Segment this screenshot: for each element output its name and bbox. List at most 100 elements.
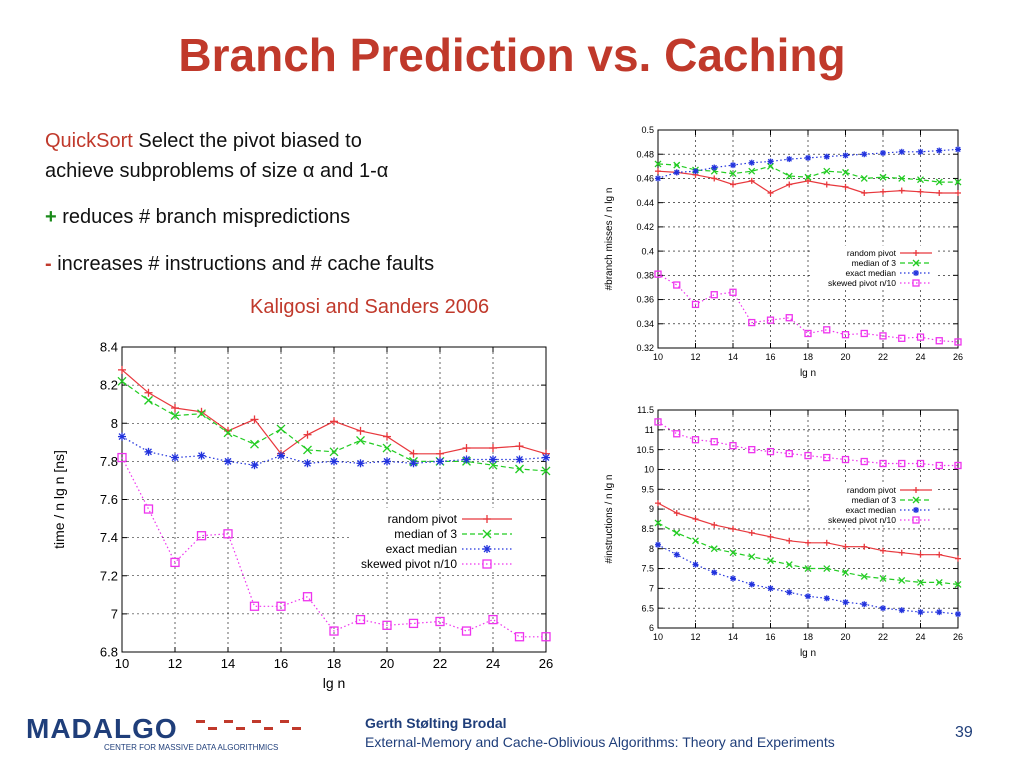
data-point <box>879 173 887 181</box>
data-point <box>673 529 681 537</box>
footer-author: Gerth Stølting Brodal <box>365 715 507 731</box>
y-tick-label: 10 <box>644 465 654 475</box>
data-point <box>144 395 153 405</box>
data-point <box>276 601 286 611</box>
data-point <box>710 438 718 446</box>
madalgo-logo: MADALGO CENTER FOR MASSIVE DATA ALGORITH… <box>26 712 306 757</box>
data-point <box>898 174 906 182</box>
x-tick-label: 24 <box>915 352 925 362</box>
plus-text: reduces # branch mispredictions <box>56 206 351 228</box>
x-tick-label: 10 <box>653 632 663 642</box>
data-point <box>898 576 906 584</box>
data-point <box>117 376 127 386</box>
data-point <box>170 557 180 568</box>
data-point <box>842 543 849 550</box>
data-point <box>823 565 831 573</box>
legend-label: exact median <box>845 505 896 515</box>
data-point <box>409 459 418 468</box>
data-point <box>954 580 962 588</box>
x-tick-label: 22 <box>878 352 888 362</box>
data-point <box>767 158 774 165</box>
data-point <box>302 592 313 602</box>
data-point <box>936 147 943 154</box>
data-point <box>842 152 849 159</box>
data-point <box>118 365 126 374</box>
data-point <box>861 151 868 158</box>
data-point <box>171 453 179 462</box>
data-point <box>541 466 551 476</box>
data-point <box>711 175 718 182</box>
x-tick-label: 22 <box>433 656 447 671</box>
data-point <box>954 178 962 186</box>
data-point <box>655 175 661 182</box>
data-point <box>515 442 524 451</box>
x-tick-label: 12 <box>690 352 700 362</box>
data-point <box>654 270 662 278</box>
legend-marker <box>912 279 920 287</box>
data-point <box>955 611 961 618</box>
data-point <box>515 464 524 474</box>
data-point <box>860 329 868 338</box>
data-point <box>730 525 736 532</box>
minus-text: increases # instructions and # cache fau… <box>51 253 435 275</box>
data-point <box>823 453 831 462</box>
y-tick-label: 6 <box>649 623 654 633</box>
data-point <box>823 153 830 160</box>
legend-marker <box>912 516 920 524</box>
y-tick-label: 8 <box>111 416 118 431</box>
data-point <box>692 537 699 545</box>
reference: Kaligosi and Sanders 2006 <box>250 296 490 318</box>
series-median-of-3 <box>654 160 962 186</box>
data-point <box>197 409 206 419</box>
data-point <box>842 599 849 606</box>
data-point <box>916 333 925 341</box>
data-point <box>804 329 812 338</box>
quicksort-label: QuickSort <box>45 130 133 152</box>
data-point <box>143 504 154 514</box>
y-tick-label: 0.38 <box>636 270 654 280</box>
data-point <box>330 417 338 426</box>
data-point <box>748 581 755 588</box>
data-point <box>955 146 961 153</box>
data-point <box>879 332 887 340</box>
legend-label: median of 3 <box>852 495 897 505</box>
x-tick-label: 12 <box>690 632 700 642</box>
x-tick-label: 10 <box>115 656 129 671</box>
data-point <box>729 170 737 178</box>
subproblem-text: achieve subproblems of size α and 1-α <box>45 160 389 182</box>
legend-label: median of 3 <box>394 527 457 541</box>
data-point <box>935 337 943 345</box>
data-point <box>710 545 718 553</box>
data-point <box>917 148 924 155</box>
data-point <box>767 557 774 565</box>
data-point <box>655 500 661 507</box>
y-tick-label: 6.5 <box>641 603 654 613</box>
data-point <box>766 447 775 456</box>
data-point <box>805 154 811 161</box>
data-point <box>880 150 886 157</box>
y-tick-label: 0.46 <box>636 174 654 184</box>
data-point <box>462 444 471 453</box>
data-point <box>673 551 680 558</box>
x-tick-label: 22 <box>878 632 888 642</box>
data-point <box>729 288 737 296</box>
data-point <box>171 404 179 412</box>
grid <box>658 410 958 628</box>
series-exact-median <box>655 146 961 182</box>
series-line <box>657 544 959 615</box>
data-point <box>935 461 943 470</box>
data-point <box>767 585 774 592</box>
legend-label: random pivot <box>847 248 897 258</box>
data-point <box>249 601 260 611</box>
data-point <box>936 551 943 558</box>
data-point <box>542 453 550 462</box>
y-tick-label: 11 <box>645 425 654 435</box>
time-chart: 10 12 14 16 18 20 22 24 26 6.8 7 7.2 7.4 7.6 7.8 8 8.2 8.… <box>51 340 553 691</box>
data-point <box>541 632 551 642</box>
x-axis-label: lg n <box>323 675 346 691</box>
logo-text: MADALGO <box>26 713 178 744</box>
data-point <box>841 455 850 464</box>
legend-marker <box>912 259 920 267</box>
